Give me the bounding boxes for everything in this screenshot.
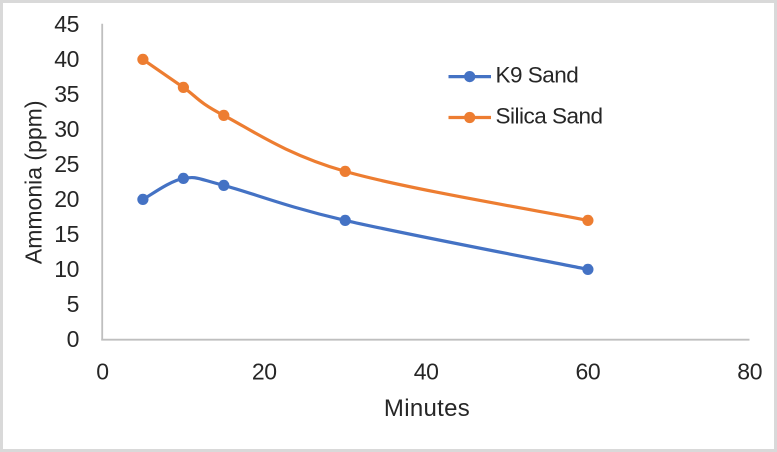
svg-text:0: 0 — [67, 326, 79, 352]
svg-text:40: 40 — [414, 359, 439, 385]
svg-text:20: 20 — [252, 359, 277, 385]
svg-text:35: 35 — [54, 81, 79, 107]
svg-text:10: 10 — [54, 256, 79, 282]
svg-text:Ammonia (ppm): Ammonia (ppm) — [21, 100, 47, 264]
svg-text:30: 30 — [54, 116, 79, 142]
svg-text:20: 20 — [54, 186, 79, 212]
svg-text:K9 Sand: K9 Sand — [496, 63, 579, 88]
svg-text:80: 80 — [737, 359, 762, 385]
svg-text:45: 45 — [54, 11, 79, 37]
svg-text:60: 60 — [576, 359, 601, 385]
svg-text:Silica Sand: Silica Sand — [496, 103, 603, 128]
svg-text:25: 25 — [54, 151, 79, 177]
svg-text:0: 0 — [96, 359, 108, 385]
svg-text:5: 5 — [67, 291, 79, 317]
svg-text:15: 15 — [54, 221, 79, 247]
svg-text:Minutes: Minutes — [384, 395, 470, 422]
svg-text:40: 40 — [54, 46, 79, 72]
